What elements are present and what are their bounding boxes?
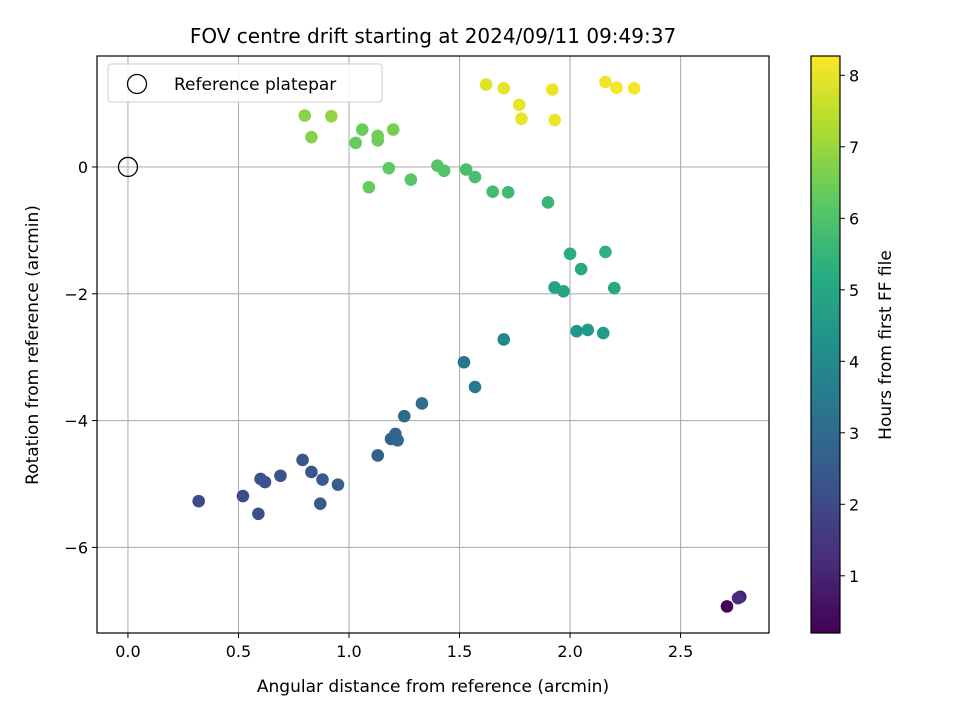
data-point: [325, 109, 338, 123]
y-tick-label: −4: [64, 412, 88, 431]
colorbar-tick-label: 5: [849, 281, 859, 300]
x-tick-label: 1.5: [447, 642, 472, 661]
colorbar-tick-label: 4: [849, 352, 859, 371]
colorbar-ticks: 1 2 3 4 5 6 7 8: [840, 66, 859, 586]
data-point: [581, 323, 595, 337]
reference-platepar-marker: [117, 156, 139, 178]
data-point: [331, 478, 345, 491]
data-point: [192, 494, 205, 508]
data-point: [415, 397, 429, 410]
plot-frame: [96, 55, 770, 634]
data-point: [459, 163, 473, 176]
legend-reference-marker-icon: [126, 73, 148, 95]
data-point: [479, 78, 493, 91]
data-point: [599, 245, 612, 259]
data-point: [574, 262, 588, 276]
colorbar-tick-label: 3: [849, 424, 859, 443]
data-point: [512, 98, 526, 112]
data-point: [557, 284, 570, 298]
legend: Reference platepar: [107, 63, 383, 103]
data-point: [515, 112, 528, 126]
data-point: [720, 600, 734, 613]
data-point: [305, 130, 318, 144]
reference-marker: [117, 156, 139, 178]
data-point: [362, 180, 376, 194]
data-point: [355, 123, 369, 136]
data-point: [468, 380, 482, 394]
y-tick-label: 0: [78, 158, 88, 177]
grid-lines: [97, 56, 769, 633]
data-point: [349, 136, 362, 150]
data-point: [391, 433, 404, 447]
colorbar-tick-label: 8: [849, 66, 859, 85]
x-tick-label: 1.0: [336, 642, 361, 661]
data-point: [236, 489, 250, 503]
data-point: [252, 507, 265, 521]
colorbar-tick-label: 2: [849, 495, 859, 514]
colorbar-gradient: [810, 55, 841, 634]
data-point: [371, 129, 385, 143]
data-point: [305, 465, 318, 479]
data-point: [497, 82, 511, 95]
x-tick-label: 2.0: [557, 642, 582, 661]
data-point: [546, 83, 559, 96]
data-point: [274, 469, 287, 483]
data-point: [570, 324, 583, 338]
data-point: [258, 475, 272, 489]
data-point: [468, 170, 482, 184]
data-point: [610, 81, 623, 95]
colorbar-tick-label: 1: [849, 567, 859, 586]
data-point: [596, 326, 610, 340]
y-axis-label: Rotation from reference (arcmin): [23, 205, 43, 485]
data-point: [563, 247, 577, 261]
x-tick-label: 0.5: [226, 642, 251, 661]
data-point: [501, 186, 515, 199]
legend-label: Reference platepar: [174, 75, 336, 95]
data-point: [298, 109, 312, 122]
y-tick-label: −6: [64, 538, 88, 557]
legend-box: [107, 63, 383, 103]
data-point: [497, 333, 511, 346]
data-point: [386, 123, 400, 136]
data-point: [599, 75, 612, 89]
data-point: [404, 173, 418, 186]
data-point: [541, 196, 555, 209]
data-point: [431, 159, 444, 172]
data-point: [607, 281, 621, 295]
colorbar-label: Hours from first FF file: [876, 250, 896, 440]
data-point: [457, 355, 471, 369]
colorbar: 1 2 3 4 5 6 7 8 Hours from first FF file: [810, 55, 896, 634]
data-point: [296, 453, 309, 467]
colorbar-tick-label: 7: [849, 138, 859, 157]
data-point: [316, 473, 329, 486]
data-point: [397, 409, 411, 423]
chart-title: FOV centre drift starting at 2024/09/11 …: [190, 24, 676, 48]
data-point: [371, 449, 385, 462]
data-point: [548, 113, 561, 127]
data-point: [382, 161, 396, 175]
x-tick-label: 2.5: [668, 642, 693, 661]
x-axis-label: Angular distance from reference (arcmin): [257, 677, 609, 697]
y-axis-ticks: 0 −2 −4 −6: [64, 158, 97, 557]
data-point: [486, 185, 499, 198]
y-tick-label: −2: [64, 285, 88, 304]
data-point: [731, 591, 745, 605]
x-tick-label: 0.0: [115, 642, 140, 661]
colorbar-tick-label: 6: [849, 209, 859, 228]
data-point: [627, 82, 641, 95]
x-axis-ticks: 0.0 0.5 1.0 1.5 2.0 2.5: [115, 633, 693, 661]
data-point: [313, 497, 327, 510]
data-points: [192, 75, 747, 613]
